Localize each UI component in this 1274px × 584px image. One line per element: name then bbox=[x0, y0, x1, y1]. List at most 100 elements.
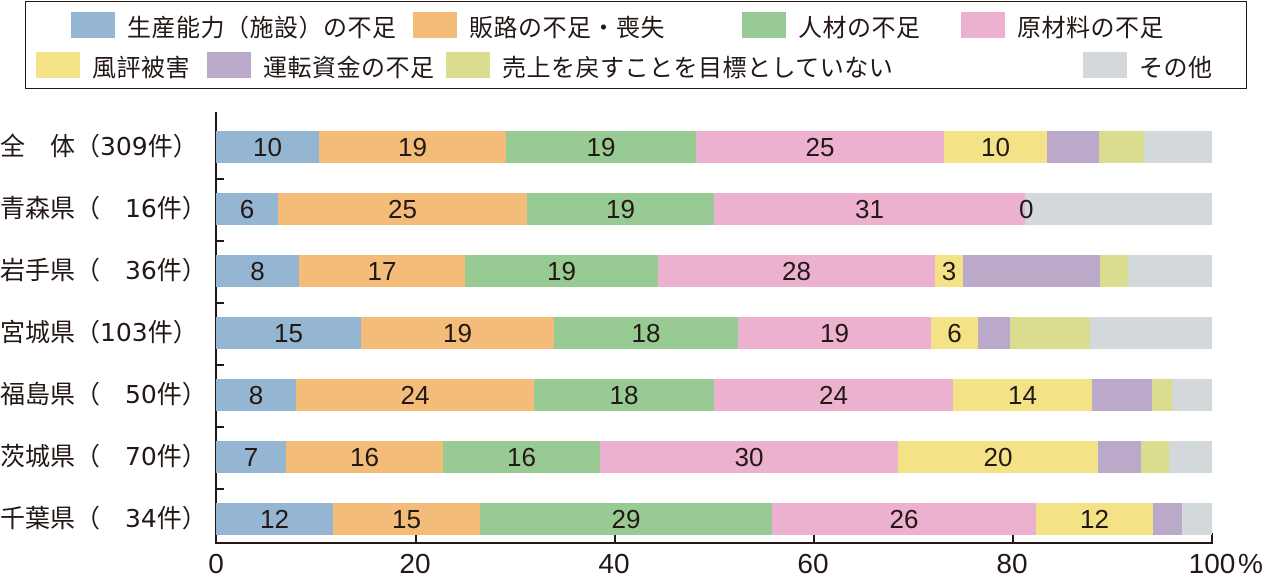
legend-item-reputational-damage: 風評被害 bbox=[36, 50, 190, 82]
bar-segment: 3 bbox=[935, 255, 963, 287]
bar-segment bbox=[1090, 317, 1212, 349]
legend-item-sales-channel: 販路の不足・喪失 bbox=[413, 10, 665, 42]
legend-swatch bbox=[1083, 52, 1127, 78]
bar-segment: 19 bbox=[527, 193, 714, 225]
x-tick bbox=[1211, 533, 1213, 542]
bar-chiba: 12 15 29 26 12 bbox=[216, 503, 1212, 535]
bar-segment: 17 bbox=[299, 255, 465, 287]
bar-miyagi: 15 19 18 19 6 bbox=[216, 317, 1212, 349]
legend-label: 人材の不足 bbox=[798, 13, 921, 42]
bar-segment: 15 bbox=[333, 503, 480, 535]
legend-swatch bbox=[207, 52, 251, 78]
bar-segment bbox=[1144, 131, 1212, 163]
bar-segment: 25 bbox=[696, 131, 944, 163]
x-axis-unit: % bbox=[1238, 548, 1263, 579]
y-tick bbox=[216, 240, 224, 242]
legend-item-production-capacity: 生産能力（施設）の不足 bbox=[71, 10, 397, 42]
bar-segment: 7 bbox=[216, 441, 286, 473]
x-tick bbox=[614, 533, 616, 542]
row-label-miyagi: 宮城県（103件） bbox=[0, 318, 198, 347]
bar-segment: 14 bbox=[953, 379, 1092, 411]
bar-segment: 19 bbox=[465, 255, 658, 287]
row-label-fukushima: 福島県（ 50件） bbox=[0, 380, 207, 409]
bar-segment: 8 bbox=[216, 255, 299, 287]
y-tick bbox=[216, 426, 224, 428]
x-tick-label: 60 bbox=[797, 548, 829, 579]
legend-item-raw-materials: 原材料の不足 bbox=[961, 10, 1164, 42]
legend-label: 売上を戻すことを目標としていない bbox=[502, 53, 894, 82]
bar-iwate: 8 17 19 28 3 bbox=[216, 255, 1212, 287]
bar-segment bbox=[1169, 441, 1212, 473]
bar-segment: 20 bbox=[898, 441, 1098, 473]
y-tick bbox=[216, 178, 224, 180]
legend-label: 運転資金の不足 bbox=[263, 53, 435, 82]
bar-segment bbox=[1141, 441, 1169, 473]
row-label-ibaraki: 茨城県（ 70件） bbox=[0, 442, 207, 471]
x-tick bbox=[813, 533, 815, 542]
bar-segment bbox=[1099, 131, 1144, 163]
row-label-aomori: 青森県（ 16件） bbox=[0, 194, 207, 223]
legend-label: 原材料の不足 bbox=[1017, 13, 1164, 42]
legend-label: 販路の不足・喪失 bbox=[469, 13, 665, 42]
segment-label: 31 bbox=[855, 193, 884, 224]
bar-segment bbox=[1152, 379, 1172, 411]
legend-swatch bbox=[71, 12, 115, 38]
bar-aomori: 6 25 19 31 0 bbox=[216, 193, 1212, 225]
bar-segment bbox=[1047, 131, 1099, 163]
legend-item-working-capital: 運転資金の不足 bbox=[207, 50, 435, 82]
bar-segment bbox=[978, 317, 1010, 349]
x-tick-label: 0 bbox=[208, 548, 224, 579]
y-axis-line bbox=[215, 112, 217, 542]
legend-item-other: その他 bbox=[1083, 50, 1213, 82]
bar-segment: 19 bbox=[361, 317, 554, 349]
bar-segment: 10 bbox=[216, 131, 319, 163]
legend-item-human-resources: 人材の不足 bbox=[742, 10, 921, 42]
x-tick-label: 40 bbox=[598, 548, 630, 579]
bar-segment: 12 bbox=[1036, 503, 1153, 535]
legend-swatch bbox=[446, 52, 490, 78]
x-tick-label: 20 bbox=[399, 548, 431, 579]
bar-fukushima: 8 24 18 24 14 bbox=[216, 379, 1212, 411]
x-tick bbox=[415, 533, 417, 542]
bar-segment: 25 bbox=[278, 193, 527, 225]
bar-segment: 19 bbox=[319, 131, 506, 163]
bar-segment: 28 bbox=[658, 255, 935, 287]
row-label-iwate: 岩手県（ 36件） bbox=[0, 256, 207, 285]
bar-segment: 26 bbox=[772, 503, 1036, 535]
bar-segment: 24 bbox=[296, 379, 534, 411]
bar-segment: 6 bbox=[931, 317, 978, 349]
y-tick bbox=[216, 488, 224, 490]
bar-segment: 19 bbox=[738, 317, 931, 349]
bar-segment: 16 bbox=[286, 441, 443, 473]
legend-label: 風評被害 bbox=[92, 53, 190, 82]
y-tick bbox=[216, 364, 224, 366]
legend-swatch bbox=[36, 52, 80, 78]
legend-swatch bbox=[961, 12, 1005, 38]
bar-segment bbox=[1025, 193, 1212, 225]
x-tick bbox=[1012, 533, 1014, 542]
bar-segment: 31 0 bbox=[714, 193, 1033, 225]
legend-swatch bbox=[413, 12, 457, 38]
bar-segment bbox=[1100, 255, 1128, 287]
chart-legend: 生産能力（施設）の不足 販路の不足・喪失 人材の不足 原材料の不足 風評被害 運… bbox=[25, 1, 1247, 89]
legend-label: 生産能力（施設）の不足 bbox=[127, 13, 397, 42]
bar-segment: 6 bbox=[216, 193, 278, 225]
row-label-chiba: 千葉県（ 34件） bbox=[0, 504, 207, 533]
bar-segment: 16 bbox=[443, 441, 600, 473]
legend-swatch bbox=[742, 12, 786, 38]
bar-segment: 10 bbox=[944, 131, 1047, 163]
bar-segment bbox=[1128, 255, 1212, 287]
bar-segment: 15 bbox=[216, 317, 361, 349]
bar-segment bbox=[963, 255, 1100, 287]
legend-item-no-sales-target: 売上を戻すことを目標としていない bbox=[446, 50, 894, 82]
bar-total: 10 19 19 25 10 bbox=[216, 131, 1212, 163]
x-tick-label: 80 bbox=[996, 548, 1028, 579]
bar-segment: 12 bbox=[216, 503, 333, 535]
bar-segment: 24 bbox=[714, 379, 953, 411]
row-label-total: 全 体（309件） bbox=[0, 132, 198, 161]
x-tick-label: 100 bbox=[1188, 548, 1236, 579]
bar-segment: 30 bbox=[600, 441, 898, 473]
bar-segment: 18 bbox=[534, 379, 714, 411]
bar-segment bbox=[1172, 379, 1212, 411]
bar-segment bbox=[1153, 503, 1182, 535]
